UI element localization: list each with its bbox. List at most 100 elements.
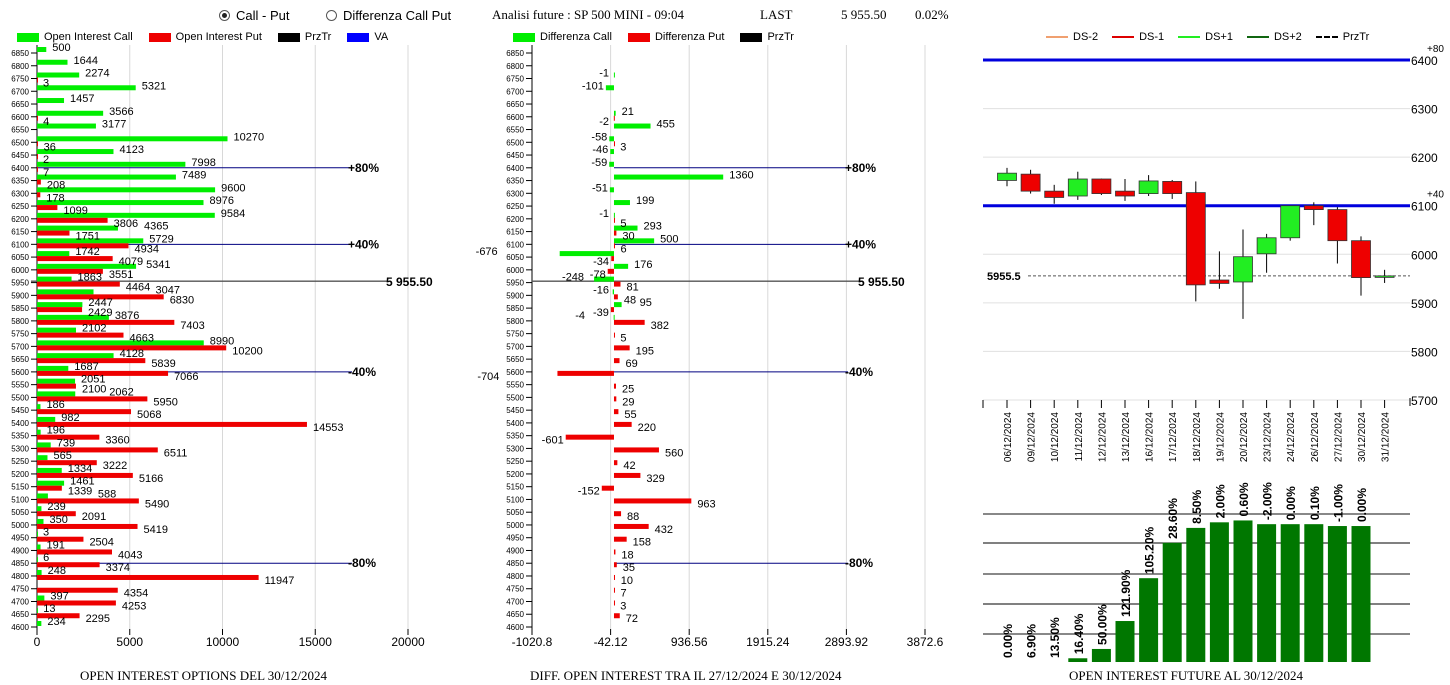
call-bar	[37, 225, 118, 231]
y-tick-label: 5450	[11, 406, 29, 415]
future-bar-label: 28.60%	[1166, 498, 1180, 539]
call-bar-label: 3566	[109, 106, 133, 118]
put-bar	[37, 154, 38, 160]
x-tick-label: 2893.92	[825, 635, 869, 649]
przTr-label: 5 955.50	[858, 275, 905, 289]
put-bar-label: 3806	[114, 218, 138, 230]
diff-put-bar	[613, 141, 615, 147]
put-bar	[37, 498, 139, 504]
future-bar-label: 50.00%	[1095, 604, 1109, 645]
y-tick-label: 5500	[506, 393, 524, 402]
candle-body	[1256, 237, 1277, 255]
y-tick-label: 5800	[1411, 345, 1438, 359]
diff-put-bar	[613, 511, 622, 517]
diff-call-label: 293	[644, 221, 662, 233]
future-bar-label: 6.90%	[1025, 624, 1039, 658]
call-bar-label: 13	[43, 603, 55, 615]
future-bar-label: 121.90%	[1119, 569, 1133, 617]
future-bar	[1280, 524, 1300, 662]
diff-put-label: 3	[620, 141, 626, 153]
y-tick-label: 6100	[11, 240, 29, 249]
put-bar	[37, 511, 76, 517]
call-bar-label: 9584	[221, 208, 245, 220]
y-tick-label: 6550	[11, 126, 29, 135]
legend-item-ds+2: DS+2	[1246, 31, 1302, 43]
future-bar	[1257, 524, 1277, 662]
radio-label: Differenza Call Put	[343, 8, 452, 23]
call-bar-label: 1334	[68, 463, 92, 475]
put-bar	[37, 396, 148, 402]
put-bar	[37, 485, 62, 491]
diff-put-bar	[613, 383, 616, 389]
candle-body	[1209, 279, 1230, 284]
put-bar-label: 208	[47, 180, 65, 192]
candle-body	[1138, 180, 1159, 194]
future-bar	[1091, 648, 1111, 662]
candle-body	[1233, 256, 1253, 283]
y-tick-label: 6400	[1411, 54, 1438, 68]
y-tick-label: 5950	[11, 279, 29, 288]
y-tick-label: 5700	[11, 342, 29, 351]
future-bar-label: 0.10%	[1308, 486, 1322, 520]
y-tick-label: 5900	[1411, 297, 1438, 311]
call-bar-label: 739	[57, 437, 75, 449]
put-bar	[37, 613, 80, 619]
legend-swatch	[347, 32, 370, 42]
diff-call-label: -51	[592, 182, 608, 194]
future-bar-label: 0.00%	[1001, 624, 1015, 658]
y-tick-label: 6400	[11, 164, 29, 173]
date-label: 12/12/2024	[1097, 412, 1108, 462]
y-tick-label: 6200	[506, 215, 524, 224]
diff-call-bar	[613, 263, 629, 269]
y-tick-label: 5050	[11, 508, 29, 517]
call-bar	[37, 174, 176, 180]
diff-put-label: 10	[621, 575, 633, 587]
call-bar	[37, 110, 104, 116]
radio-differenza-call-put[interactable]: Differenza Call Put	[326, 8, 451, 23]
y-tick-label: 6550	[506, 126, 524, 135]
legend-line	[1178, 36, 1201, 38]
candle-body	[1185, 192, 1206, 286]
candle-body	[1303, 205, 1324, 210]
radio-call-put[interactable]: Call - Put	[219, 8, 289, 23]
legend-line	[1112, 36, 1135, 38]
future-bar	[1068, 658, 1088, 662]
diff-call-bar	[609, 161, 614, 167]
y-tick-label: 4600	[506, 623, 524, 632]
future-bar-label: 105.20%	[1143, 526, 1157, 574]
date-label: 19/12/2024	[1215, 412, 1226, 462]
legend-label: Open Interest Put	[175, 31, 262, 43]
date-label: 26/12/2024	[1310, 412, 1321, 462]
put-bar	[37, 294, 164, 300]
put-bar	[37, 205, 58, 211]
y-tick-label: 5200	[506, 470, 524, 479]
put-bar-label: 5490	[145, 498, 169, 510]
call-bar-label: 1742	[75, 246, 99, 258]
diff-put-bar	[613, 332, 615, 338]
diff-put-bar	[613, 409, 619, 415]
radio-label: Call - Put	[236, 8, 290, 23]
call-bar-label: 3876	[115, 310, 139, 322]
future-bar-label: -1.00%	[1331, 484, 1345, 522]
call-bar	[37, 544, 41, 550]
call-bar	[37, 212, 215, 218]
y-tick-label: 5500	[11, 393, 29, 402]
future-bar-label: 0.00%	[1355, 488, 1369, 522]
diff-call-bar	[613, 123, 651, 129]
diff-put-bar	[565, 434, 614, 440]
diff-put-bar	[613, 562, 617, 568]
date-label: 06/12/2024	[1003, 412, 1014, 462]
call-bar	[37, 123, 96, 129]
legend-swatch	[740, 32, 763, 42]
diff-put-bar	[613, 358, 620, 364]
date-label: 23/12/2024	[1263, 412, 1274, 462]
y-tick-label: 5300	[11, 444, 29, 453]
date-label: 24/12/2024	[1286, 412, 1297, 462]
y-tick-label: 6350	[506, 177, 524, 186]
diff-put-bar	[557, 370, 614, 376]
diff-call-bar	[613, 72, 615, 78]
future-bar-label: 0.60%	[1237, 482, 1251, 516]
future-bar-label: 0.00%	[1284, 486, 1298, 520]
legend-candles: DS-2 DS-1 DS+1 DS+2 PrzTr	[1046, 31, 1369, 43]
candle-body	[997, 172, 1017, 181]
